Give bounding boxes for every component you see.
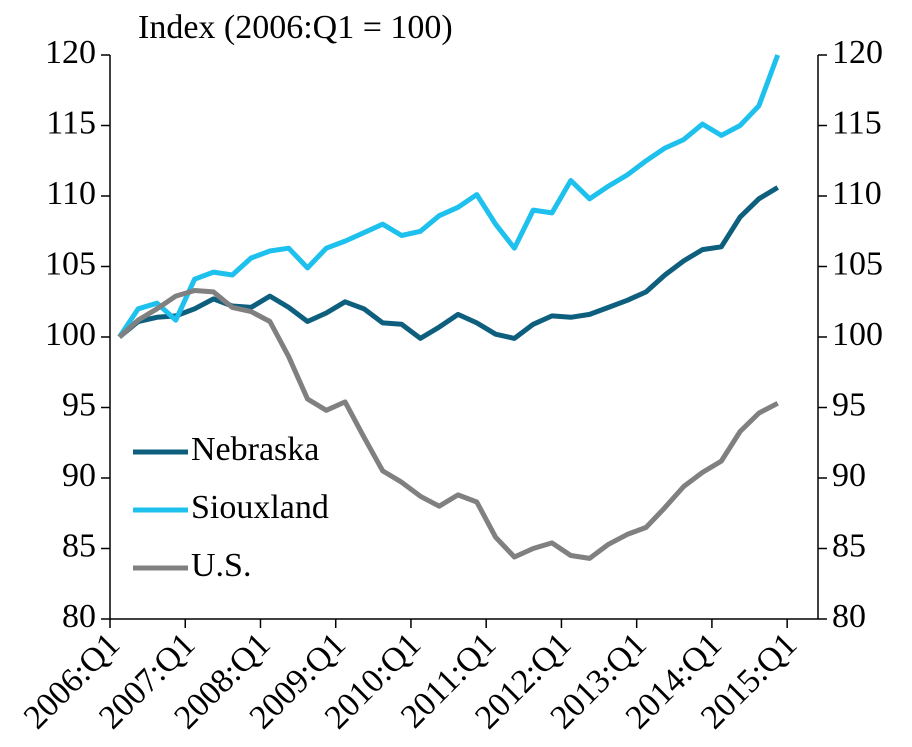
chart-title: Index (2006:Q1 = 100): [138, 9, 453, 46]
series-line: [117, 54, 781, 339]
y2-tick-label: 80: [832, 598, 866, 635]
legend-label: Siouxland: [191, 489, 329, 526]
y2-tick-label: 120: [832, 34, 883, 71]
y-tick-label: 85: [62, 527, 96, 564]
y-tick-label: 120: [45, 34, 96, 71]
y2-tick-label: 85: [832, 527, 866, 564]
y-tick-label: 105: [45, 245, 96, 282]
y2-tick-label: 110: [832, 175, 882, 212]
series-line: [117, 288, 779, 561]
y2-tick-label: 100: [832, 316, 883, 353]
legend-label: U.S.: [191, 547, 251, 584]
y-tick-label: 95: [62, 386, 96, 423]
y2-tick-label: 115: [832, 104, 882, 141]
y-tick-label: 100: [45, 316, 96, 353]
legend-label: Nebraska: [191, 431, 319, 468]
y-tick-label: 115: [46, 104, 96, 141]
y2-tick-label: 95: [832, 386, 866, 423]
y2-tick-label: 90: [832, 457, 866, 494]
y-tick-label: 80: [62, 598, 96, 635]
y2-tick-label: 105: [832, 245, 883, 282]
y-tick-label: 90: [62, 457, 96, 494]
y-tick-label: 110: [46, 175, 96, 212]
